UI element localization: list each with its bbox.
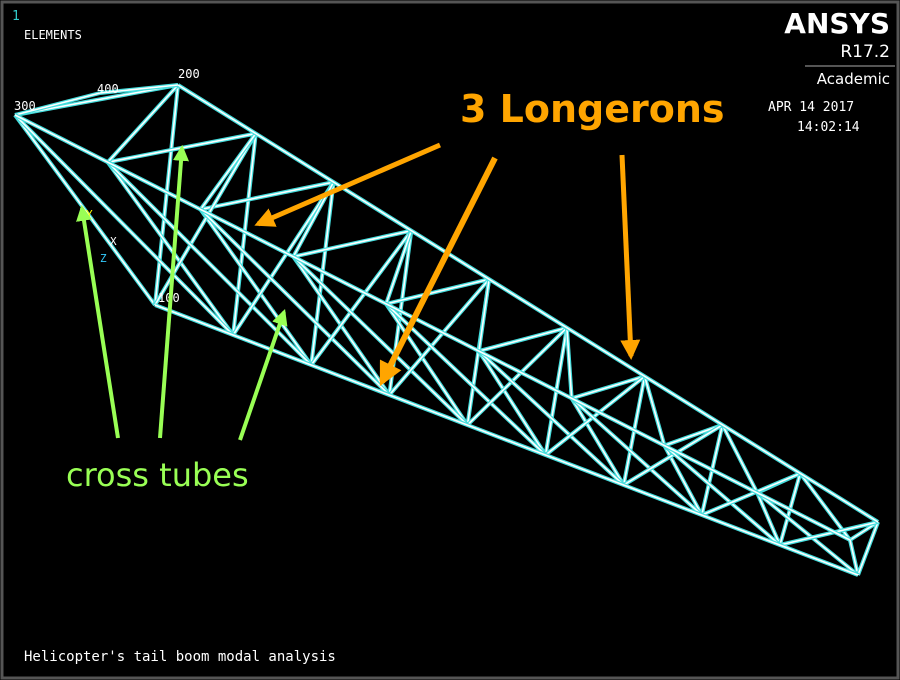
truss-member: [721, 424, 758, 494]
truss-member: [199, 133, 257, 210]
truss-member: [385, 278, 490, 305]
truss-member: [14, 92, 101, 116]
truss-member: [643, 376, 666, 446]
longeron-arrow: [254, 142, 441, 227]
mode-label: ELEMENTS: [24, 28, 82, 42]
truss-member: [571, 397, 703, 516]
truss-member: [466, 327, 568, 426]
time: 14:02:14: [797, 120, 860, 135]
truss-member: [385, 303, 469, 426]
truss-member: [199, 208, 390, 396]
triad-x: X: [110, 235, 117, 248]
truss-member: [310, 230, 412, 366]
truss-member: [388, 278, 490, 396]
truss-member: [200, 181, 334, 211]
truss-member: [571, 375, 645, 400]
longeron-arrow: [619, 154, 641, 360]
triad-y: Y: [86, 208, 93, 221]
longeron-arrow: [379, 156, 498, 387]
truss-member: [478, 327, 568, 352]
node-label: 200: [178, 67, 200, 81]
truss-member: [570, 397, 625, 486]
truss-member: [232, 133, 257, 336]
logo-version: R17.2: [840, 42, 890, 62]
node-label: 300: [14, 99, 36, 113]
truss-member: [664, 424, 723, 447]
cross-tube-arrow: [158, 144, 190, 439]
truss-member: [756, 492, 781, 546]
logo-product: ANSYS: [784, 7, 890, 40]
cross-tube-arrow: [238, 308, 288, 441]
truss-member: [14, 114, 851, 541]
node-label: 400: [97, 82, 119, 96]
truss-member: [292, 256, 469, 426]
truss-member: [385, 230, 413, 305]
window-number: 1: [12, 9, 20, 24]
truss-member: [663, 444, 781, 546]
caption: Helicopter's tail boom modal analysis: [24, 649, 336, 665]
truss-member: [779, 521, 879, 546]
truss-member: [385, 303, 547, 456]
truss-member: [293, 229, 412, 258]
truss-member: [857, 521, 879, 576]
truss-member: [478, 350, 625, 486]
cross-tube-arrow: [76, 204, 120, 439]
truss-member: [99, 84, 179, 94]
truss-member: [566, 327, 573, 399]
truss-member: [232, 181, 335, 336]
truss-member: [107, 84, 179, 163]
longerons-annotation: 3 Longerons: [460, 87, 725, 131]
truss-member: [14, 114, 234, 336]
truss-member: [107, 161, 234, 336]
cross-tubes-annotation: cross tubes: [66, 456, 249, 494]
truss-member: [545, 375, 646, 456]
truss-member: [756, 492, 859, 576]
truss-member: [701, 472, 801, 516]
truss-member: [199, 208, 312, 366]
truss-member: [478, 279, 490, 352]
truss-member: [154, 84, 179, 306]
date: APR 14 2017: [768, 100, 854, 115]
truss-member: [478, 350, 547, 456]
truss-member: [849, 539, 859, 576]
logo-edition: Academic: [817, 70, 890, 88]
triad-z: Z: [100, 252, 107, 265]
truss-member: [177, 84, 879, 523]
